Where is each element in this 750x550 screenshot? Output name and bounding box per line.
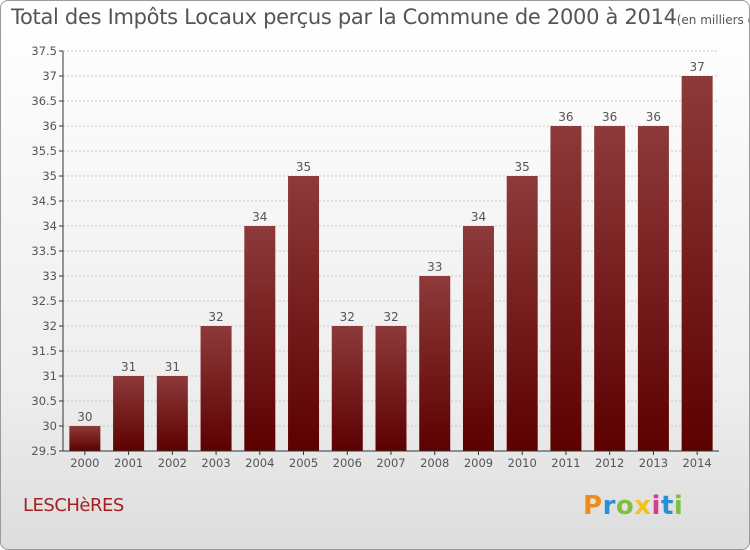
y-tick-label: 34.5 [31,194,57,208]
y-tick-label: 33.5 [31,244,57,258]
bar-2008[interactable] [419,276,451,451]
chart-title: Total des Impôts Locaux perçus par la Co… [11,5,749,29]
axes [62,51,719,452]
data-labels: 30 31 31 32 34 35 32 32 33 34 35 36 36 36 37 [77,60,705,424]
x-tick-label-2005: 2005 [289,456,318,470]
y-tick-label: 35 [42,169,57,183]
x-tick-label-2011: 2011 [551,456,580,470]
logo-letter: t [660,491,674,521]
y-tick-label: 35.5 [31,144,57,158]
bar-2000[interactable] [69,426,101,451]
data-label-2003: 32 [208,310,223,324]
y-axis-ticks: 29.5 30 30.5 31 31.5 32 32.5 33 33.5 34 34.5 35 35.5… [31,44,63,458]
x-tick-label-2002: 2002 [158,456,187,470]
y-tick-label: 34 [42,219,57,233]
bar-2010[interactable] [506,176,538,451]
chart-title-text: Total des Impôts Locaux perçus par la Co… [11,5,677,29]
x-tick-label-2004: 2004 [245,456,274,470]
data-label-2014: 37 [689,60,704,74]
chart-unit: (en milliers d'€) [676,13,749,27]
x-tick-label-2003: 2003 [201,456,230,470]
bars [69,76,713,451]
bar-2003[interactable] [200,326,232,451]
data-label-2005: 35 [296,160,311,174]
data-label-2009: 34 [471,210,486,224]
x-tick-label-2001: 2001 [114,456,143,470]
x-tick-label-2007: 2007 [376,456,405,470]
y-tick-label: 31.5 [31,344,57,358]
x-tick-label-2012: 2012 [595,456,624,470]
y-tick-label: 33 [42,269,57,283]
x-axis-ticks: 2000 2001 2002 2003 2004 2005 2006 2007 2008 2009… [70,451,712,470]
y-tick-label: 31 [42,369,57,383]
x-tick-label-2013: 2013 [639,456,668,470]
x-tick-label-2008: 2008 [420,456,449,470]
data-label-2006: 32 [340,310,355,324]
y-tick-label: 30.5 [31,394,57,408]
commune-name: LESCHèRES [23,495,124,516]
x-tick-label-2009: 2009 [464,456,493,470]
bar-2012[interactable] [594,126,626,451]
x-tick-label-2006: 2006 [333,456,362,470]
proxiti-logo[interactable]: Proxiti [583,491,683,521]
data-label-2007: 32 [383,310,398,324]
bar-2001[interactable] [113,376,145,451]
bar-2002[interactable] [156,376,188,451]
bar-2005[interactable] [288,176,320,451]
data-label-2013: 36 [646,110,661,124]
y-tick-label: 30 [42,419,57,433]
x-tick-label-2014: 2014 [682,456,711,470]
y-tick-label: 32 [42,319,57,333]
bar-2009[interactable] [462,226,494,451]
bar-2014[interactable] [681,76,713,451]
y-tick-label: 32.5 [31,294,57,308]
bar-2007[interactable] [375,326,407,451]
bar-2006[interactable] [331,326,363,451]
data-label-2011: 36 [558,110,573,124]
x-tick-label-2000: 2000 [70,456,99,470]
y-tick-label: 37.5 [31,44,57,58]
logo-letter: i [673,491,684,521]
bar-2013[interactable] [637,126,669,451]
data-label-2004: 34 [252,210,267,224]
data-label-2008: 33 [427,260,442,274]
logo-letter: x [634,491,652,521]
bar-2011[interactable] [550,126,582,451]
bar-2004[interactable] [244,226,276,451]
data-label-2010: 35 [515,160,530,174]
y-tick-label: 37 [42,69,57,83]
data-label-2001: 31 [121,360,136,374]
logo-letter: P [583,491,603,521]
y-tick-label: 36.5 [31,94,57,108]
y-tick-label: 36 [42,119,57,133]
logo-letter: r [602,491,616,521]
y-tick-label: 29.5 [31,444,57,458]
data-label-2012: 36 [602,110,617,124]
logo-letter: i [651,491,661,521]
x-tick-label-2010: 2010 [508,456,537,470]
data-label-2000: 30 [77,410,92,424]
logo-letter: o [615,491,635,521]
data-label-2002: 31 [165,360,180,374]
